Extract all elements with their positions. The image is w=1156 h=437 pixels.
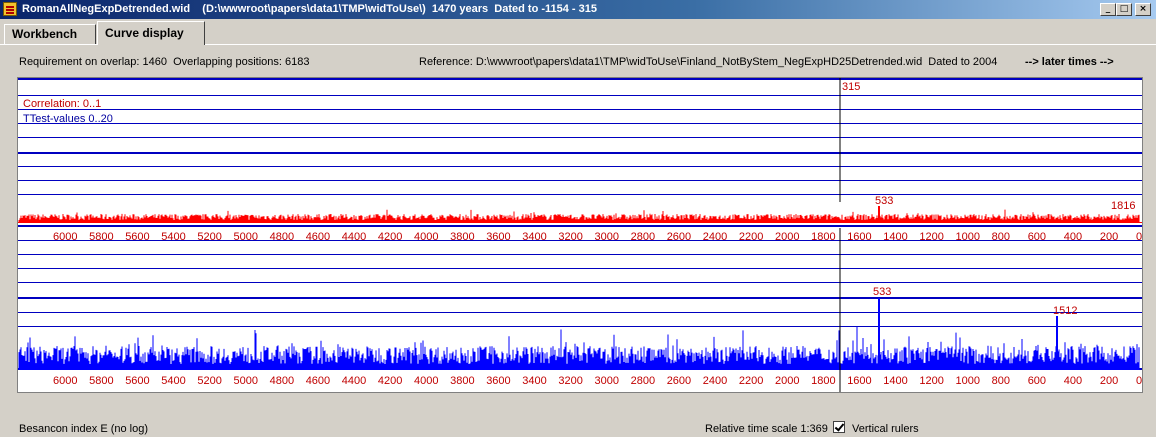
axis-tick-label: 1200 xyxy=(919,231,943,243)
axis-tick-label: 3000 xyxy=(595,231,619,243)
window-title: RomanAllNegExpDetrended.wid (D:\wwwroot\… xyxy=(22,3,597,15)
axis-tick-label: 4400 xyxy=(342,375,366,387)
axis-tick-label: 1800 xyxy=(811,231,835,243)
close-button[interactable]: × xyxy=(1135,3,1151,16)
axis-tick-label: 6000 xyxy=(53,375,77,387)
vertical-rulers-checkbox[interactable] xyxy=(833,421,845,433)
overlap-info: Requirement on overlap: 1460 Overlapping… xyxy=(19,56,310,68)
top-axis-ticks: 6000 5800 5600 5400 5200 5000 4800 4600 4400 4200… xyxy=(53,231,1142,243)
axis-tick-label: 0 xyxy=(1136,231,1142,243)
axis-tick-label: 5800 xyxy=(89,375,113,387)
axis-tick-label: 5200 xyxy=(197,231,221,243)
curve-plot[interactable]: Correlation: 0..1 TTest-values 0..20 315… xyxy=(17,77,1143,393)
axis-tick-label: 5000 xyxy=(234,375,258,387)
axis-tick-label: 5600 xyxy=(125,231,149,243)
time-scale-label: Relative time scale 1:369 xyxy=(705,423,828,435)
axis-tick-label: 5600 xyxy=(125,375,149,387)
axis-tick-label: 4800 xyxy=(270,375,294,387)
tab-divider xyxy=(0,44,1156,45)
axis-tick-label: 2000 xyxy=(775,231,799,243)
axis-tick-label: 1400 xyxy=(883,231,907,243)
axis-tick-label: 2600 xyxy=(667,375,691,387)
correlation-series xyxy=(18,209,1142,223)
axis-tick-label: 1600 xyxy=(847,375,871,387)
axis-tick-label: 3800 xyxy=(450,375,474,387)
ttest-bars xyxy=(18,326,1140,370)
axis-tick-label: 2000 xyxy=(775,375,799,387)
bottom-axis-ticks: 6000 5800 5600 5400 5200 5000 4800 4600 4400 4200… xyxy=(53,375,1142,387)
axis-tick-label: 2400 xyxy=(703,231,727,243)
axis-tick-label: 4200 xyxy=(378,375,402,387)
bottom-max-label: 1512 xyxy=(1053,305,1077,317)
grid-lines xyxy=(18,78,1142,370)
axis-tick-label: 600 xyxy=(1028,375,1046,387)
axis-tick-label: 4800 xyxy=(270,231,294,243)
axis-tick-label: 2200 xyxy=(739,231,763,243)
axis-tick-label: 2800 xyxy=(631,375,655,387)
vertical-rulers-label: Vertical rulers xyxy=(852,423,919,435)
axis-tick-label: 400 xyxy=(1064,231,1082,243)
axis-tick-label: 0 xyxy=(1136,375,1142,387)
axis-tick-label: 3600 xyxy=(486,231,510,243)
maximize-button[interactable]: □ xyxy=(1116,3,1132,16)
axis-tick-label: 1400 xyxy=(883,375,907,387)
app-icon[interactable] xyxy=(3,2,17,16)
axis-tick-label: 1000 xyxy=(956,231,980,243)
curve-plot-svg: Correlation: 0..1 TTest-values 0..20 315… xyxy=(18,78,1142,392)
axis-tick-label: 6000 xyxy=(53,231,77,243)
tab-curve-display[interactable]: Curve display xyxy=(97,21,205,45)
cursor-label: 315 xyxy=(842,81,860,93)
axis-tick-label: 1200 xyxy=(919,375,943,387)
axis-tick-label: 1000 xyxy=(956,375,980,387)
axis-tick-label: 200 xyxy=(1100,375,1118,387)
minimize-button[interactable]: _ xyxy=(1100,3,1116,16)
tab-workbench[interactable]: Workbench xyxy=(4,24,96,44)
axis-tick-label: 5800 xyxy=(89,231,113,243)
top-peak-label: 533 xyxy=(875,195,893,207)
axis-tick-label: 3800 xyxy=(450,231,474,243)
axis-tick-label: 5400 xyxy=(161,375,185,387)
axis-tick-label: 4200 xyxy=(378,231,402,243)
correlation-legend: Correlation: 0..1 xyxy=(23,98,101,110)
axis-tick-label: 5400 xyxy=(161,231,185,243)
axis-tick-label: 4600 xyxy=(306,375,330,387)
axis-tick-label: 3200 xyxy=(558,231,582,243)
axis-tick-label: 1800 xyxy=(811,375,835,387)
axis-tick-label: 5000 xyxy=(234,231,258,243)
top-max-label: 1816 xyxy=(1111,200,1135,212)
axis-tick-label: 3600 xyxy=(486,375,510,387)
axis-tick-label: 4600 xyxy=(306,231,330,243)
correlation-bars xyxy=(18,209,1140,222)
title-bar: RomanAllNegExpDetrended.wid (D:\wwwroot\… xyxy=(0,0,1156,19)
axis-tick-label: 2800 xyxy=(631,231,655,243)
axis-tick-label: 600 xyxy=(1028,231,1046,243)
ttest-legend: TTest-values 0..20 xyxy=(23,113,113,125)
axis-tick-label: 200 xyxy=(1100,231,1118,243)
tab-bar: Workbench Curve display xyxy=(0,21,1156,45)
axis-tick-label: 3400 xyxy=(522,231,546,243)
axis-tick-label: 4000 xyxy=(414,231,438,243)
axis-tick-label: 800 xyxy=(992,375,1010,387)
later-times-label: --> later times --> xyxy=(1025,56,1114,68)
axis-tick-label: 2400 xyxy=(703,375,727,387)
index-label: Besancon index E (no log) xyxy=(19,423,149,435)
axis-tick-label: 1600 xyxy=(847,231,871,243)
reference-info: Reference: D:\wwwroot\papers\data1\TMP\w… xyxy=(419,56,998,68)
axis-tick-label: 3400 xyxy=(522,375,546,387)
axis-tick-label: 800 xyxy=(992,231,1010,243)
axis-tick-label: 4000 xyxy=(414,375,438,387)
axis-tick-label: 3000 xyxy=(595,375,619,387)
axis-tick-label: 2600 xyxy=(667,231,691,243)
axis-tick-label: 4400 xyxy=(342,231,366,243)
axis-tick-label: 3200 xyxy=(558,375,582,387)
axis-tick-label: 400 xyxy=(1064,375,1082,387)
axis-tick-label: 5200 xyxy=(197,375,221,387)
axis-tick-label: 2200 xyxy=(739,375,763,387)
bottom-peak-label: 533 xyxy=(873,286,891,298)
ttest-series xyxy=(18,326,1140,370)
